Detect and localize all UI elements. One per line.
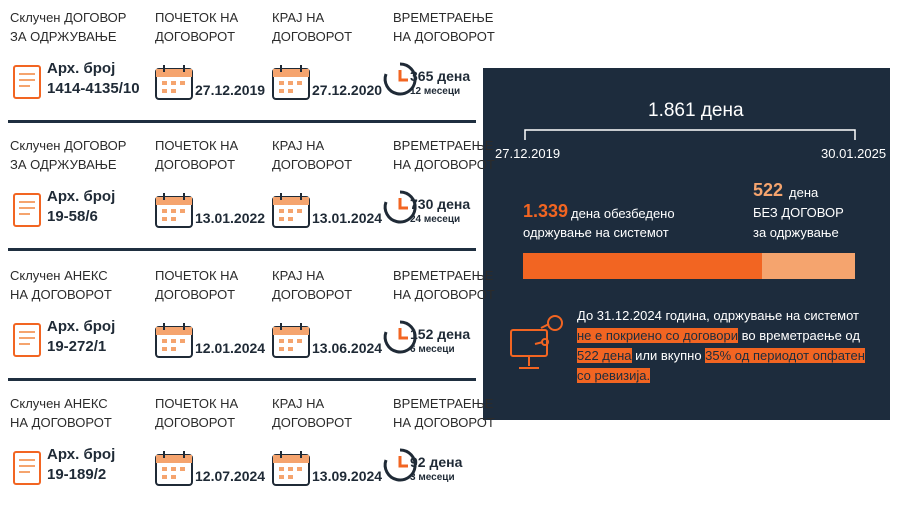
uncovered-text: БЕЗ ДОГОВОР: [753, 205, 844, 220]
months: 3 месеци: [410, 472, 455, 483]
type: Склучен АНЕКС: [10, 396, 108, 411]
archive-label: Арх. број: [47, 318, 116, 335]
end-label: ДОГОВОРОТ: [272, 415, 353, 430]
calendar-icon: [272, 193, 310, 228]
uncovered-text: за одржување: [753, 225, 839, 240]
archive-number: 19-189/2: [47, 466, 107, 483]
duration: 92 дена: [410, 454, 463, 470]
end-date: 13.06.2024: [312, 340, 383, 356]
document-icon: [13, 193, 41, 227]
separator: [8, 248, 476, 251]
end-date: 13.09.2024: [312, 468, 383, 484]
duration-label: НА ДОГОВОРОТ: [393, 29, 495, 44]
calendar-icon: [155, 451, 193, 486]
start-date: 12.01.2024: [195, 340, 266, 356]
start-label: ДОГОВОРОТ: [155, 157, 236, 172]
clock-icon: [383, 320, 417, 354]
highlighted-text: не е покриено со договори: [577, 328, 739, 343]
archive-number: 19-58/6: [47, 208, 98, 225]
start-label: ДОГОВОРОТ: [155, 29, 236, 44]
start-label: ПОЧЕТОК НА: [155, 10, 239, 25]
end-label: ДОГОВОРОТ: [272, 157, 353, 172]
end-label: КРАЈ НА: [272, 138, 325, 153]
clock-icon: [383, 62, 417, 96]
months: 6 месеци: [410, 344, 455, 355]
end-label: КРАЈ НА: [272, 268, 325, 283]
start-date: 27.12.2019: [195, 82, 266, 98]
start-date: 13.01.2022: [195, 210, 266, 226]
covered-unit: дена обезбедено: [571, 206, 675, 221]
separator: [8, 378, 476, 381]
type: ЗА ОДРЖУВАЊЕ: [10, 29, 117, 44]
start-label: ДОГОВОРОТ: [155, 415, 236, 430]
archive-label: Арх. број: [47, 60, 116, 77]
duration-label: НА ДОГОВОРОТ: [393, 415, 495, 430]
covered-value: 1.339: [523, 201, 569, 221]
start-date: 27.12.2019: [495, 146, 561, 161]
calendar-icon: [272, 65, 310, 100]
archive-label: Арх. број: [47, 446, 116, 463]
document-icon: [13, 451, 41, 485]
type: НА ДОГОВОРОТ: [10, 415, 112, 430]
start-label: ДОГОВОРОТ: [155, 287, 236, 302]
end-date: 27.12.2020: [312, 82, 383, 98]
duration-label: НА ДОГОВОРОТ: [393, 157, 495, 172]
months: 12 месеци: [410, 86, 461, 97]
calendar-icon: [155, 193, 193, 228]
archive-label: Арх. број: [47, 188, 116, 205]
start-date: 12.07.2024: [195, 468, 266, 484]
clock-icon: [383, 448, 417, 482]
months: 24 месеци: [410, 214, 461, 225]
calendar-icon: [155, 65, 193, 100]
covered-bar: [523, 253, 762, 279]
duration-label: ВРЕМЕТРАЕЊЕ: [393, 10, 494, 25]
type: Склучен ДОГОВОР: [10, 138, 127, 153]
type: Склучен ДОГОВОР: [10, 10, 127, 25]
type: ЗА ОДРЖУВАЊЕ: [10, 157, 117, 172]
start-label: ПОЧЕТОК НА: [155, 268, 239, 283]
uncovered-bar: [761, 253, 855, 279]
duration-label: НА ДОГОВОРОТ: [393, 287, 495, 302]
calendar-icon: [155, 323, 193, 358]
computer-icon: [510, 315, 563, 369]
calendar-icon: [272, 323, 310, 358]
duration: 365 дена: [410, 68, 471, 84]
end-label: ДОГОВОРОТ: [272, 29, 353, 44]
duration-label: ВРЕМЕТРАЕЊЕ: [393, 138, 494, 153]
text: во времетраење од: [738, 328, 860, 343]
archive-number: 19-272/1: [47, 338, 107, 355]
text: До 31.12.2024 година, одржување на систе…: [577, 308, 860, 323]
paragraph: До 31.12.2024 година, одржување на систе…: [577, 306, 877, 386]
archive-number: 1414-4135/10: [47, 80, 140, 97]
document-icon: [13, 65, 41, 99]
total-duration: 1.861 дена: [648, 100, 744, 121]
uncovered-unit: дена: [789, 185, 819, 200]
timeline-bracket: [524, 129, 856, 140]
start-label: ПОЧЕТОК НА: [155, 138, 239, 153]
duration: 730 дена: [410, 196, 471, 212]
duration-label: ВРЕМЕТРАЕЊЕ: [393, 396, 494, 411]
separator: [8, 120, 476, 123]
end-date: 13.01.2024: [312, 210, 383, 226]
summary-panel: 1.861 дена 27.12.2019 30.01.2025 1.339 дена …: [483, 68, 890, 420]
calendar-icon: [272, 451, 310, 486]
type: НА ДОГОВОРОТ: [10, 287, 112, 302]
type: Склучен АНЕКС: [10, 268, 108, 283]
text: или вкупно: [631, 348, 706, 363]
uncovered-value: 522: [753, 180, 784, 200]
panel-graphics: [510, 129, 856, 369]
document-icon: [13, 323, 41, 357]
covered-text: одржување на системот: [523, 225, 669, 240]
duration-label: ВРЕМЕТРАЕЊЕ: [393, 268, 494, 283]
highlighted-text: 522 дена: [577, 348, 632, 363]
end-date: 30.01.2025: [821, 146, 887, 161]
clock-icon: [383, 190, 417, 224]
end-label: ДОГОВОРОТ: [272, 287, 353, 302]
end-label: КРАЈ НА: [272, 396, 325, 411]
start-label: ПОЧЕТОК НА: [155, 396, 239, 411]
end-label: КРАЈ НА: [272, 10, 325, 25]
duration: 152 дена: [410, 326, 471, 342]
